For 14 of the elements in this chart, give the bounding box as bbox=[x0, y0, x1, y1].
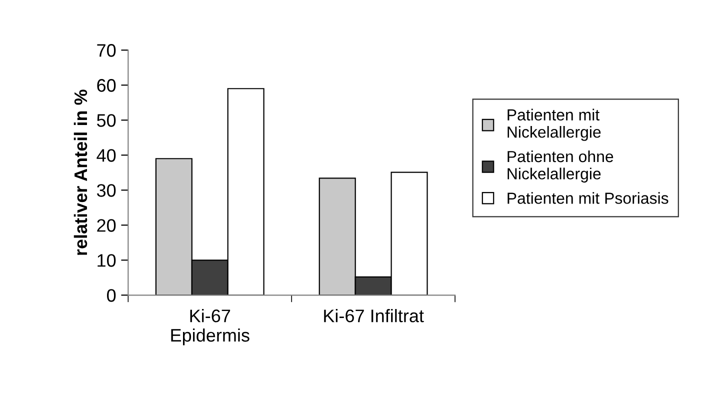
legend-label: Patienten mit Psoriasis bbox=[508, 192, 668, 204]
legend-label: Patienten mit Nickelallergie bbox=[508, 108, 601, 141]
y-tick-label: 50 bbox=[96, 114, 116, 127]
x-tick-label: Ki-67 Infiltrat bbox=[324, 309, 424, 322]
x-tick-label: Ki-67 Epidermis bbox=[171, 309, 250, 346]
y-tick-label: 70 bbox=[97, 44, 116, 57]
y-axis-title: relativer Anteil in % bbox=[74, 90, 88, 255]
y-tick-label: 10 bbox=[98, 254, 116, 267]
y-tick-label: 60 bbox=[97, 79, 116, 92]
y-tick-label: 30 bbox=[96, 184, 116, 197]
legend-label: Patienten ohne Nickelallergie bbox=[508, 150, 614, 183]
y-tick-label: 0 bbox=[107, 289, 116, 302]
y-tick-label: 40 bbox=[96, 149, 116, 162]
y-tick-label: 20 bbox=[97, 219, 116, 232]
